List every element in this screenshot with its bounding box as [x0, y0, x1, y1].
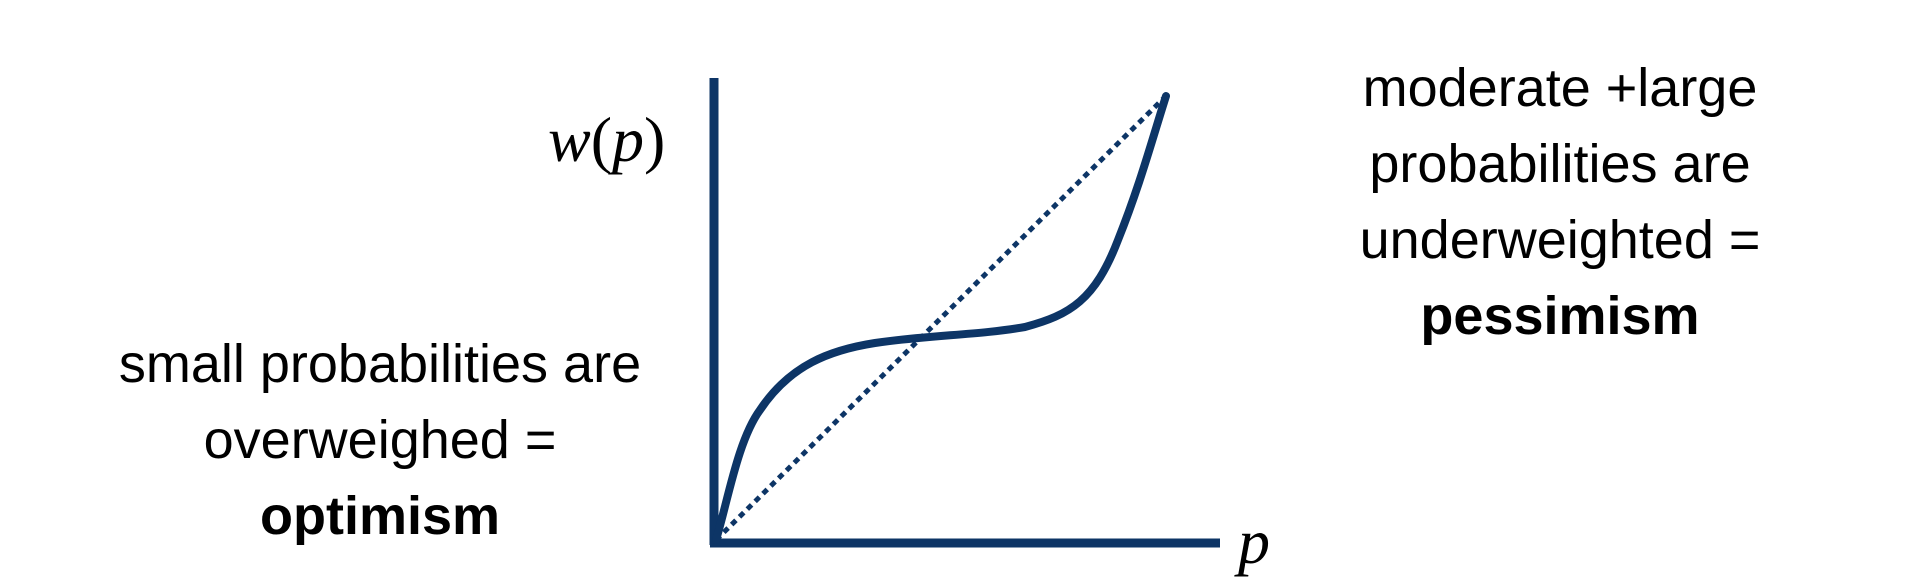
y-axis-label-variable: p — [612, 104, 644, 175]
x-axis-label-variable: p — [1238, 506, 1270, 577]
right-annotation: moderate +large probabilities are underw… — [1310, 50, 1810, 354]
weighting-function-curve — [712, 92, 1170, 544]
left-annotation: small probabilities are overweighed = op… — [40, 326, 720, 554]
y-axis-label-open-paren: ( — [590, 104, 612, 175]
right-annotation-keyword: pessimism — [1420, 286, 1700, 346]
right-annotation-line-2: probabilities are — [1369, 134, 1751, 194]
right-annotation-line-1: moderate +large — [1362, 58, 1758, 118]
y-axis-label-function: w — [548, 104, 591, 175]
x-axis-label: p — [1238, 510, 1270, 574]
left-annotation-line-2: overweighed = — [203, 410, 557, 470]
left-annotation-keyword: optimism — [259, 486, 501, 546]
y-axis-label-close-paren: ) — [644, 104, 666, 175]
y-axis-label: w(p) — [548, 108, 665, 172]
right-annotation-line-3: underweighted = — [1359, 210, 1761, 270]
identity-diagonal-line — [714, 94, 1168, 542]
left-annotation-line-1: small probabilities are — [118, 334, 642, 394]
